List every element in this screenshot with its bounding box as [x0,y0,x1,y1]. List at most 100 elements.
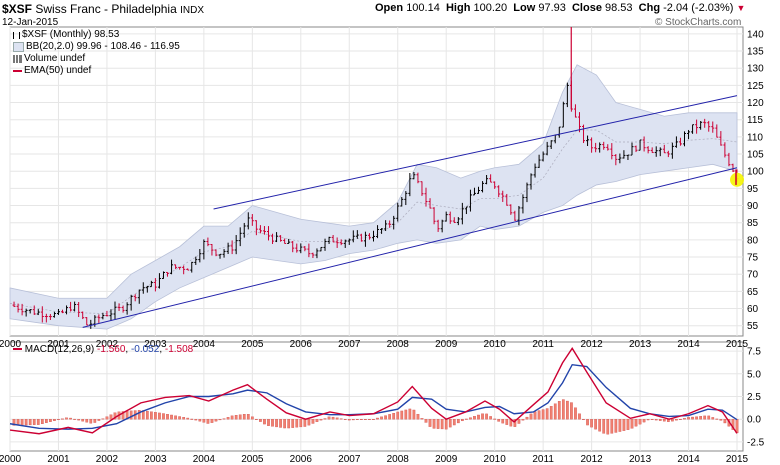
x-tick-label: 2004 [193,454,216,465]
histogram-bar [683,418,686,420]
hist-value: -1.508 [164,344,194,355]
histogram-bar [250,416,254,420]
histogram-bar [642,419,646,423]
symbol: $XSF [2,2,33,16]
histogram-bar [420,418,424,420]
histogram-bar [190,418,194,420]
histogram-bar [339,418,343,420]
histogram-bar [602,419,606,434]
histogram-bar [654,419,658,421]
histogram-bar [45,419,48,423]
histogram-bar [408,408,412,420]
high-label: High [445,2,471,14]
chart-title: $XSF Swiss Franc - Philadelphia INDX [2,2,204,16]
channel-line [82,167,738,328]
histogram-bar [299,419,303,428]
histogram-bar [436,419,440,429]
histogram-bar [28,419,32,426]
signal-value: -0.052 [130,344,160,355]
histogram-bar [671,419,674,422]
ohlc-readout: Open 100.14 High 100.20 Low 97.93 Close … [375,2,745,14]
histogram-bar [355,419,359,420]
legend-main: $XSF (Monthly) 98.53 [13,29,180,41]
channel-line [213,95,738,210]
histogram-bar [376,417,379,420]
x-tick-label: 2015 [726,454,749,465]
histogram-bar [428,419,432,427]
histogram-bar [89,419,93,424]
histogram-bar [101,418,105,420]
watermark: © StockCharts.com [655,17,742,28]
histogram-bar [497,419,501,422]
histogram-bar [537,410,541,420]
histogram-bar [388,414,392,420]
histogram-bar [364,419,367,420]
histogram-bar [638,419,642,425]
histogram-bar [731,419,735,430]
band-icon [13,42,24,52]
histogram-bar [521,419,525,421]
histogram-bar [481,413,484,420]
histogram-bar [452,419,456,426]
histogram-bar [448,419,452,428]
exchange: INDX [180,5,205,16]
histogram-bar [49,419,52,422]
histogram-bar [137,410,141,420]
price-tick-label: 60 [747,304,759,315]
highlight-marker [730,172,744,187]
x-tick-label: 2014 [677,454,700,465]
price-tick-label: 120 [747,98,764,109]
histogram-bar [699,416,703,420]
histogram-bar [69,417,72,420]
histogram-bar [351,419,355,421]
close-value: 98.53 [605,2,633,14]
legend-bb: BB(20,2.0) 99.96 - 108.46 - 116.95 [13,41,180,53]
macd-tick-label: -2.5 [747,437,765,448]
histogram-bar [679,419,682,420]
histogram-bar [210,419,214,423]
histogram-bar [65,417,68,420]
histogram-bar [311,419,315,424]
histogram-bar [182,417,186,420]
histogram-bar [283,419,286,429]
x-tick-label: 2013 [629,454,652,465]
histogram-bar [610,419,614,434]
histogram-bar [186,417,190,420]
histogram-bar [513,419,517,427]
histogram-bar [646,419,650,421]
histogram-bar [327,416,331,420]
histogram-bar [214,419,218,422]
x-tick-label: 2012 [580,454,603,465]
price-tick-label: 85 [747,218,759,229]
histogram-bar [121,411,125,420]
histogram-bar [32,419,36,425]
histogram-bar [380,416,383,420]
histogram-bar [287,419,291,429]
price-tick-label: 70 [747,270,759,281]
histogram-bar [24,419,28,426]
histogram-bar [444,419,448,430]
macd-tick-label: 7.5 [747,347,761,358]
volume-icon [13,55,22,63]
macd-tick-label: 5.0 [747,369,761,380]
down-arrow-icon: ▼ [736,3,746,13]
histogram-bar [81,419,85,422]
histogram-bar [271,419,274,427]
histogram-bar [614,419,618,433]
instrument-name: Swiss Franc - Philadelphia [35,2,177,16]
candle-icon [13,31,20,39]
legend-main-text: $XSF (Monthly) 98.53 [22,29,120,40]
x-tick-label: 2010 [484,454,507,465]
price-tick-label: 140 [747,29,764,40]
price-tick-label: 65 [747,287,759,298]
legend-volume: Volume undef [13,53,180,65]
histogram-bar [630,419,634,429]
histogram-bar [206,419,210,424]
histogram-bar [557,401,561,420]
histogram-bar [198,419,202,422]
histogram-bar [77,419,81,421]
high-value: 100.20 [473,2,508,14]
histogram-bar [319,419,323,421]
histogram-bar [723,419,727,424]
